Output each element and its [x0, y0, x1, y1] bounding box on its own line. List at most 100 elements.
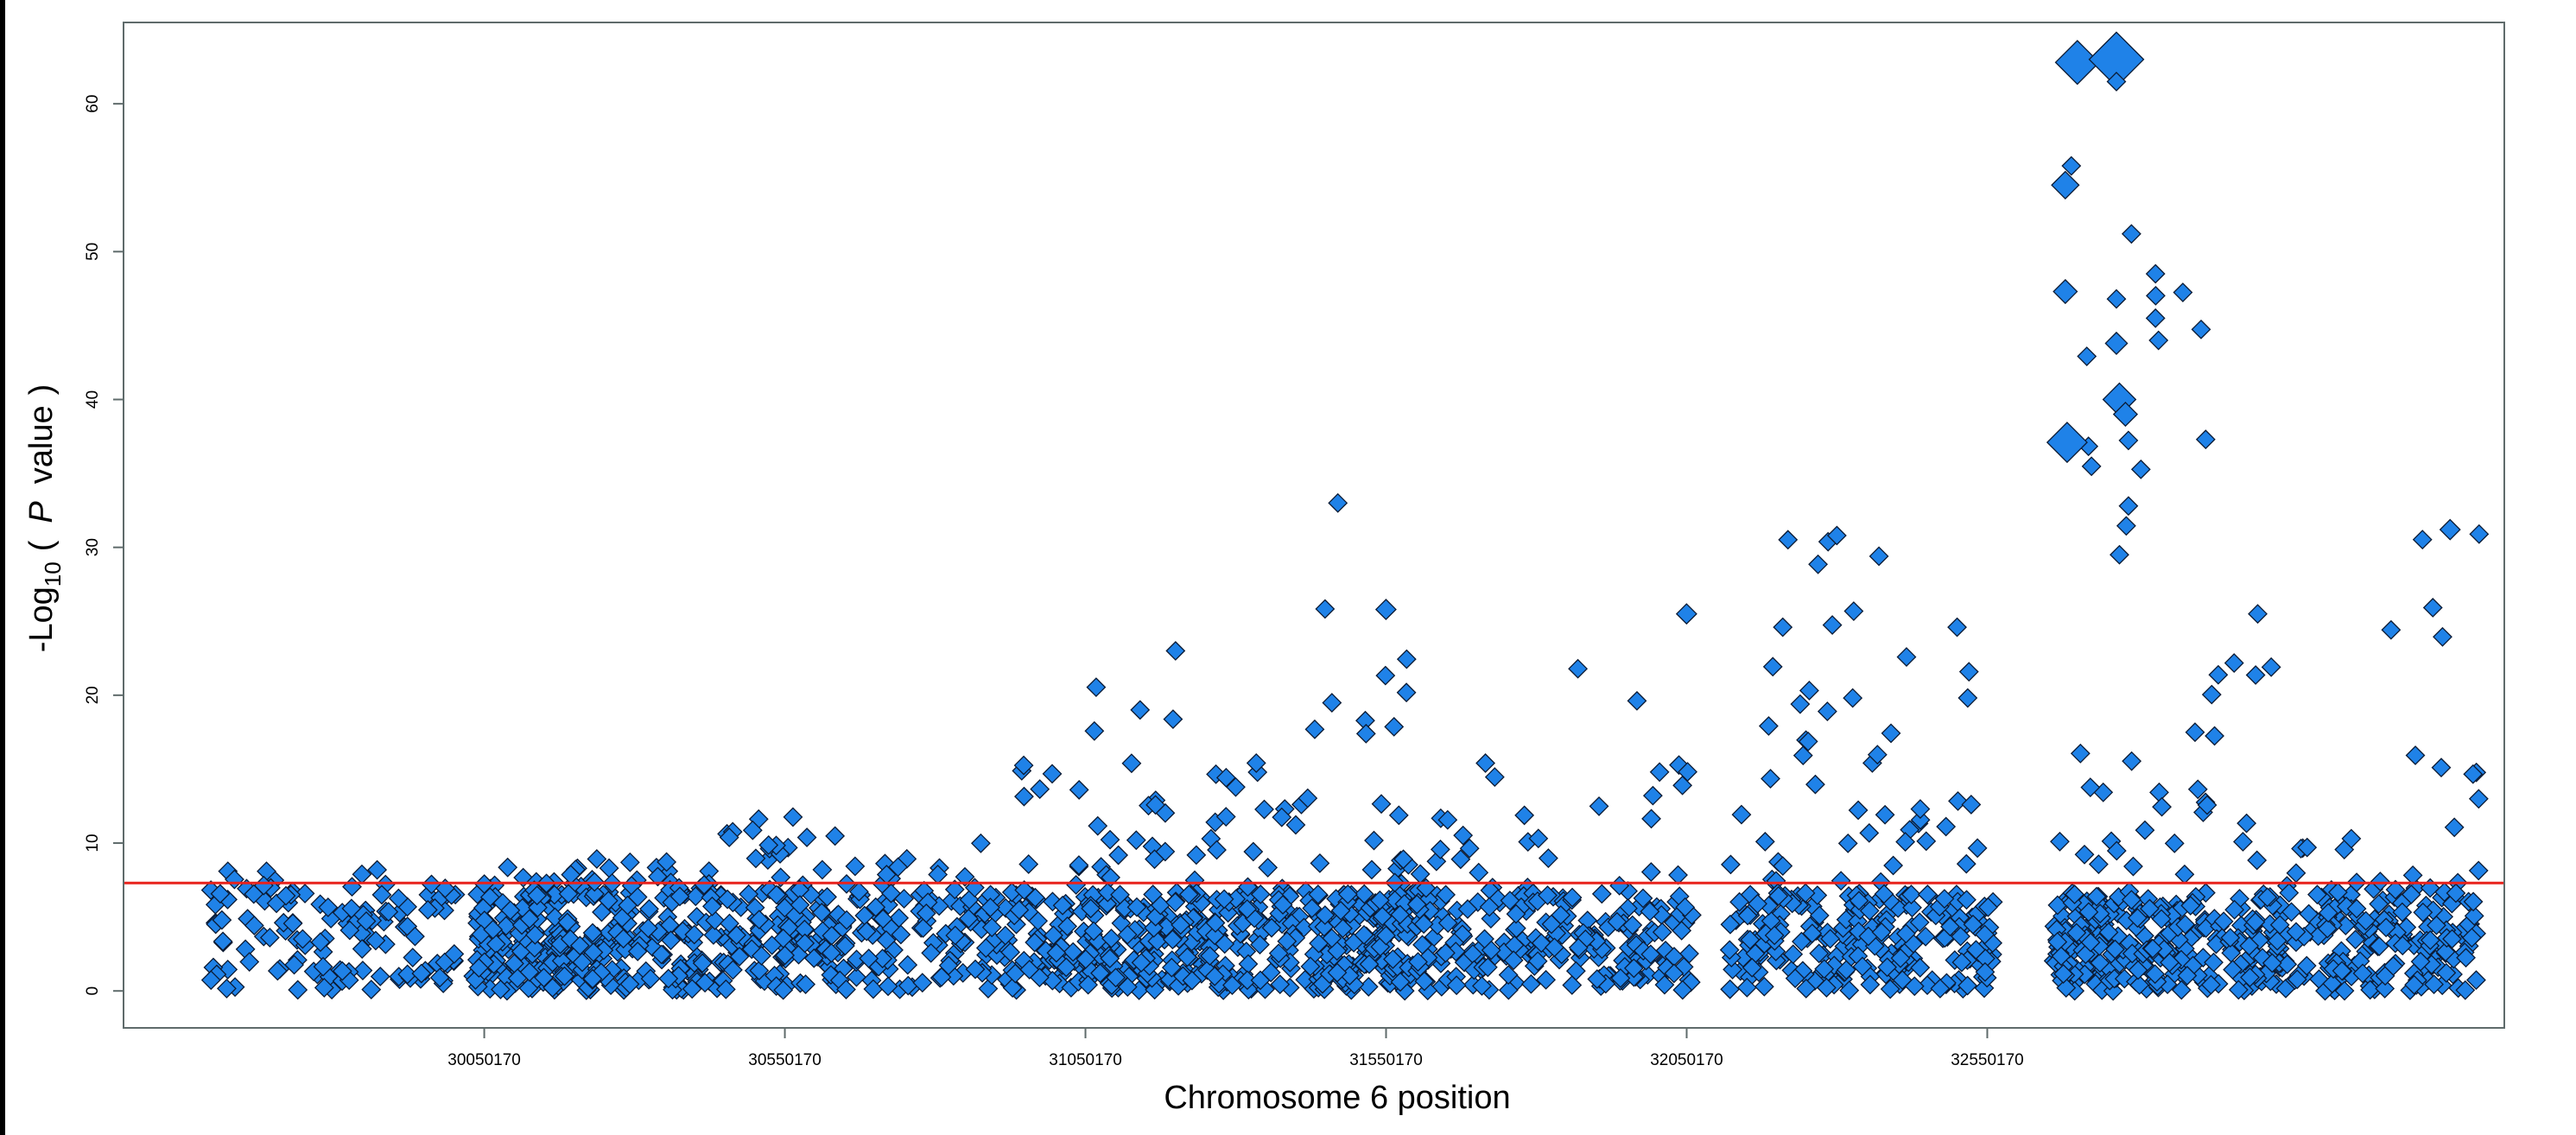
data-point	[2145, 964, 2166, 985]
data-point	[1222, 975, 1242, 995]
data-point	[1910, 809, 1931, 830]
data-point	[1437, 913, 1458, 933]
data-point	[682, 979, 702, 999]
data-point	[1909, 912, 1930, 933]
data-point	[2257, 887, 2278, 908]
data-point	[2118, 496, 2139, 517]
data-point	[1877, 957, 1898, 978]
data-point	[527, 885, 548, 906]
data-point	[2224, 653, 2244, 673]
data-point	[2146, 285, 2166, 306]
data-point	[1302, 898, 1323, 918]
data-point	[1393, 849, 1413, 870]
data-point	[2110, 544, 2129, 565]
data-point	[276, 885, 296, 906]
data-point	[1798, 732, 1818, 751]
data-point	[866, 897, 886, 917]
data-point	[1178, 885, 1199, 904]
data-point	[1895, 923, 1916, 944]
data-point	[1816, 978, 1837, 998]
x-tick-label: 30550170	[748, 1051, 822, 1069]
data-point	[1002, 978, 1023, 998]
data-point	[2420, 930, 2440, 950]
data-point	[1200, 946, 1220, 967]
data-point	[1498, 980, 1519, 1000]
data-point	[2392, 902, 2413, 923]
data-point	[1859, 822, 1880, 843]
data-point	[1871, 922, 1892, 942]
data-point	[2261, 656, 2281, 677]
data-point	[2152, 796, 2172, 817]
data-point	[555, 966, 574, 986]
data-point	[1587, 969, 1608, 989]
data-point	[1736, 977, 1757, 998]
data-point	[651, 944, 672, 965]
data-point	[2070, 743, 2091, 764]
data-point	[2128, 908, 2148, 929]
data-point	[239, 952, 260, 972]
data-point	[1836, 910, 1856, 930]
data-point	[945, 925, 966, 946]
data-point	[2352, 963, 2373, 984]
data-point	[1130, 700, 1151, 720]
data-point	[1975, 961, 1995, 982]
data-point	[2175, 914, 2196, 935]
data-point	[1450, 849, 1471, 870]
data-point	[1721, 854, 1741, 875]
data-point	[980, 897, 1000, 917]
data-point	[1642, 785, 1663, 806]
data-point	[1097, 893, 1118, 914]
data-point	[2106, 72, 2127, 92]
data-point	[2375, 979, 2395, 999]
data-point	[1207, 840, 1227, 860]
data-point	[1246, 753, 1266, 773]
data-point	[1101, 867, 1121, 888]
data-point	[1042, 764, 1063, 784]
data-point	[1737, 905, 1758, 926]
data-point	[981, 917, 1002, 938]
data-point	[1568, 937, 1589, 958]
data-point	[1720, 979, 1741, 999]
data-point	[2135, 820, 2155, 840]
data-point	[1649, 762, 1670, 783]
data-point	[2455, 980, 2476, 1000]
data-point	[352, 961, 373, 980]
data-point	[1795, 883, 1816, 904]
data-point	[1477, 957, 1498, 978]
data-point	[1162, 929, 1183, 950]
x-axis-title: Chromosome 6 position	[1164, 1080, 1510, 1116]
data-point	[1869, 546, 1889, 567]
data-point	[2334, 980, 2355, 1001]
x-tick-label: 31050170	[1049, 1051, 1122, 1069]
data-point	[1820, 929, 1841, 949]
data-point	[2463, 891, 2484, 912]
y-tick-label: 20	[84, 686, 102, 704]
data-point	[647, 866, 668, 887]
data-point	[1322, 693, 1342, 713]
data-point	[1654, 974, 1675, 995]
data-point	[1830, 871, 1851, 891]
data-point	[2187, 779, 2208, 800]
data-point	[2442, 929, 2462, 949]
data-point	[975, 938, 996, 958]
data-point	[796, 974, 816, 994]
data-point	[1951, 926, 1970, 947]
data-point	[1892, 970, 1913, 990]
data-point	[881, 883, 901, 904]
data-point	[965, 959, 986, 980]
data-point	[1298, 788, 1318, 808]
data-point	[1768, 885, 1789, 906]
data-point	[1014, 786, 1034, 807]
data-point	[1957, 688, 1978, 708]
data-point	[2376, 917, 2396, 938]
data-point	[2404, 974, 2425, 995]
data-point	[752, 946, 771, 966]
data-point	[2224, 899, 2245, 920]
data-point	[1430, 839, 1450, 859]
data-point	[1796, 979, 1817, 999]
data-point	[2148, 330, 2169, 351]
data-point	[692, 953, 713, 973]
data-point	[1610, 967, 1631, 988]
data-point	[2461, 928, 2482, 948]
data-point	[444, 944, 465, 964]
